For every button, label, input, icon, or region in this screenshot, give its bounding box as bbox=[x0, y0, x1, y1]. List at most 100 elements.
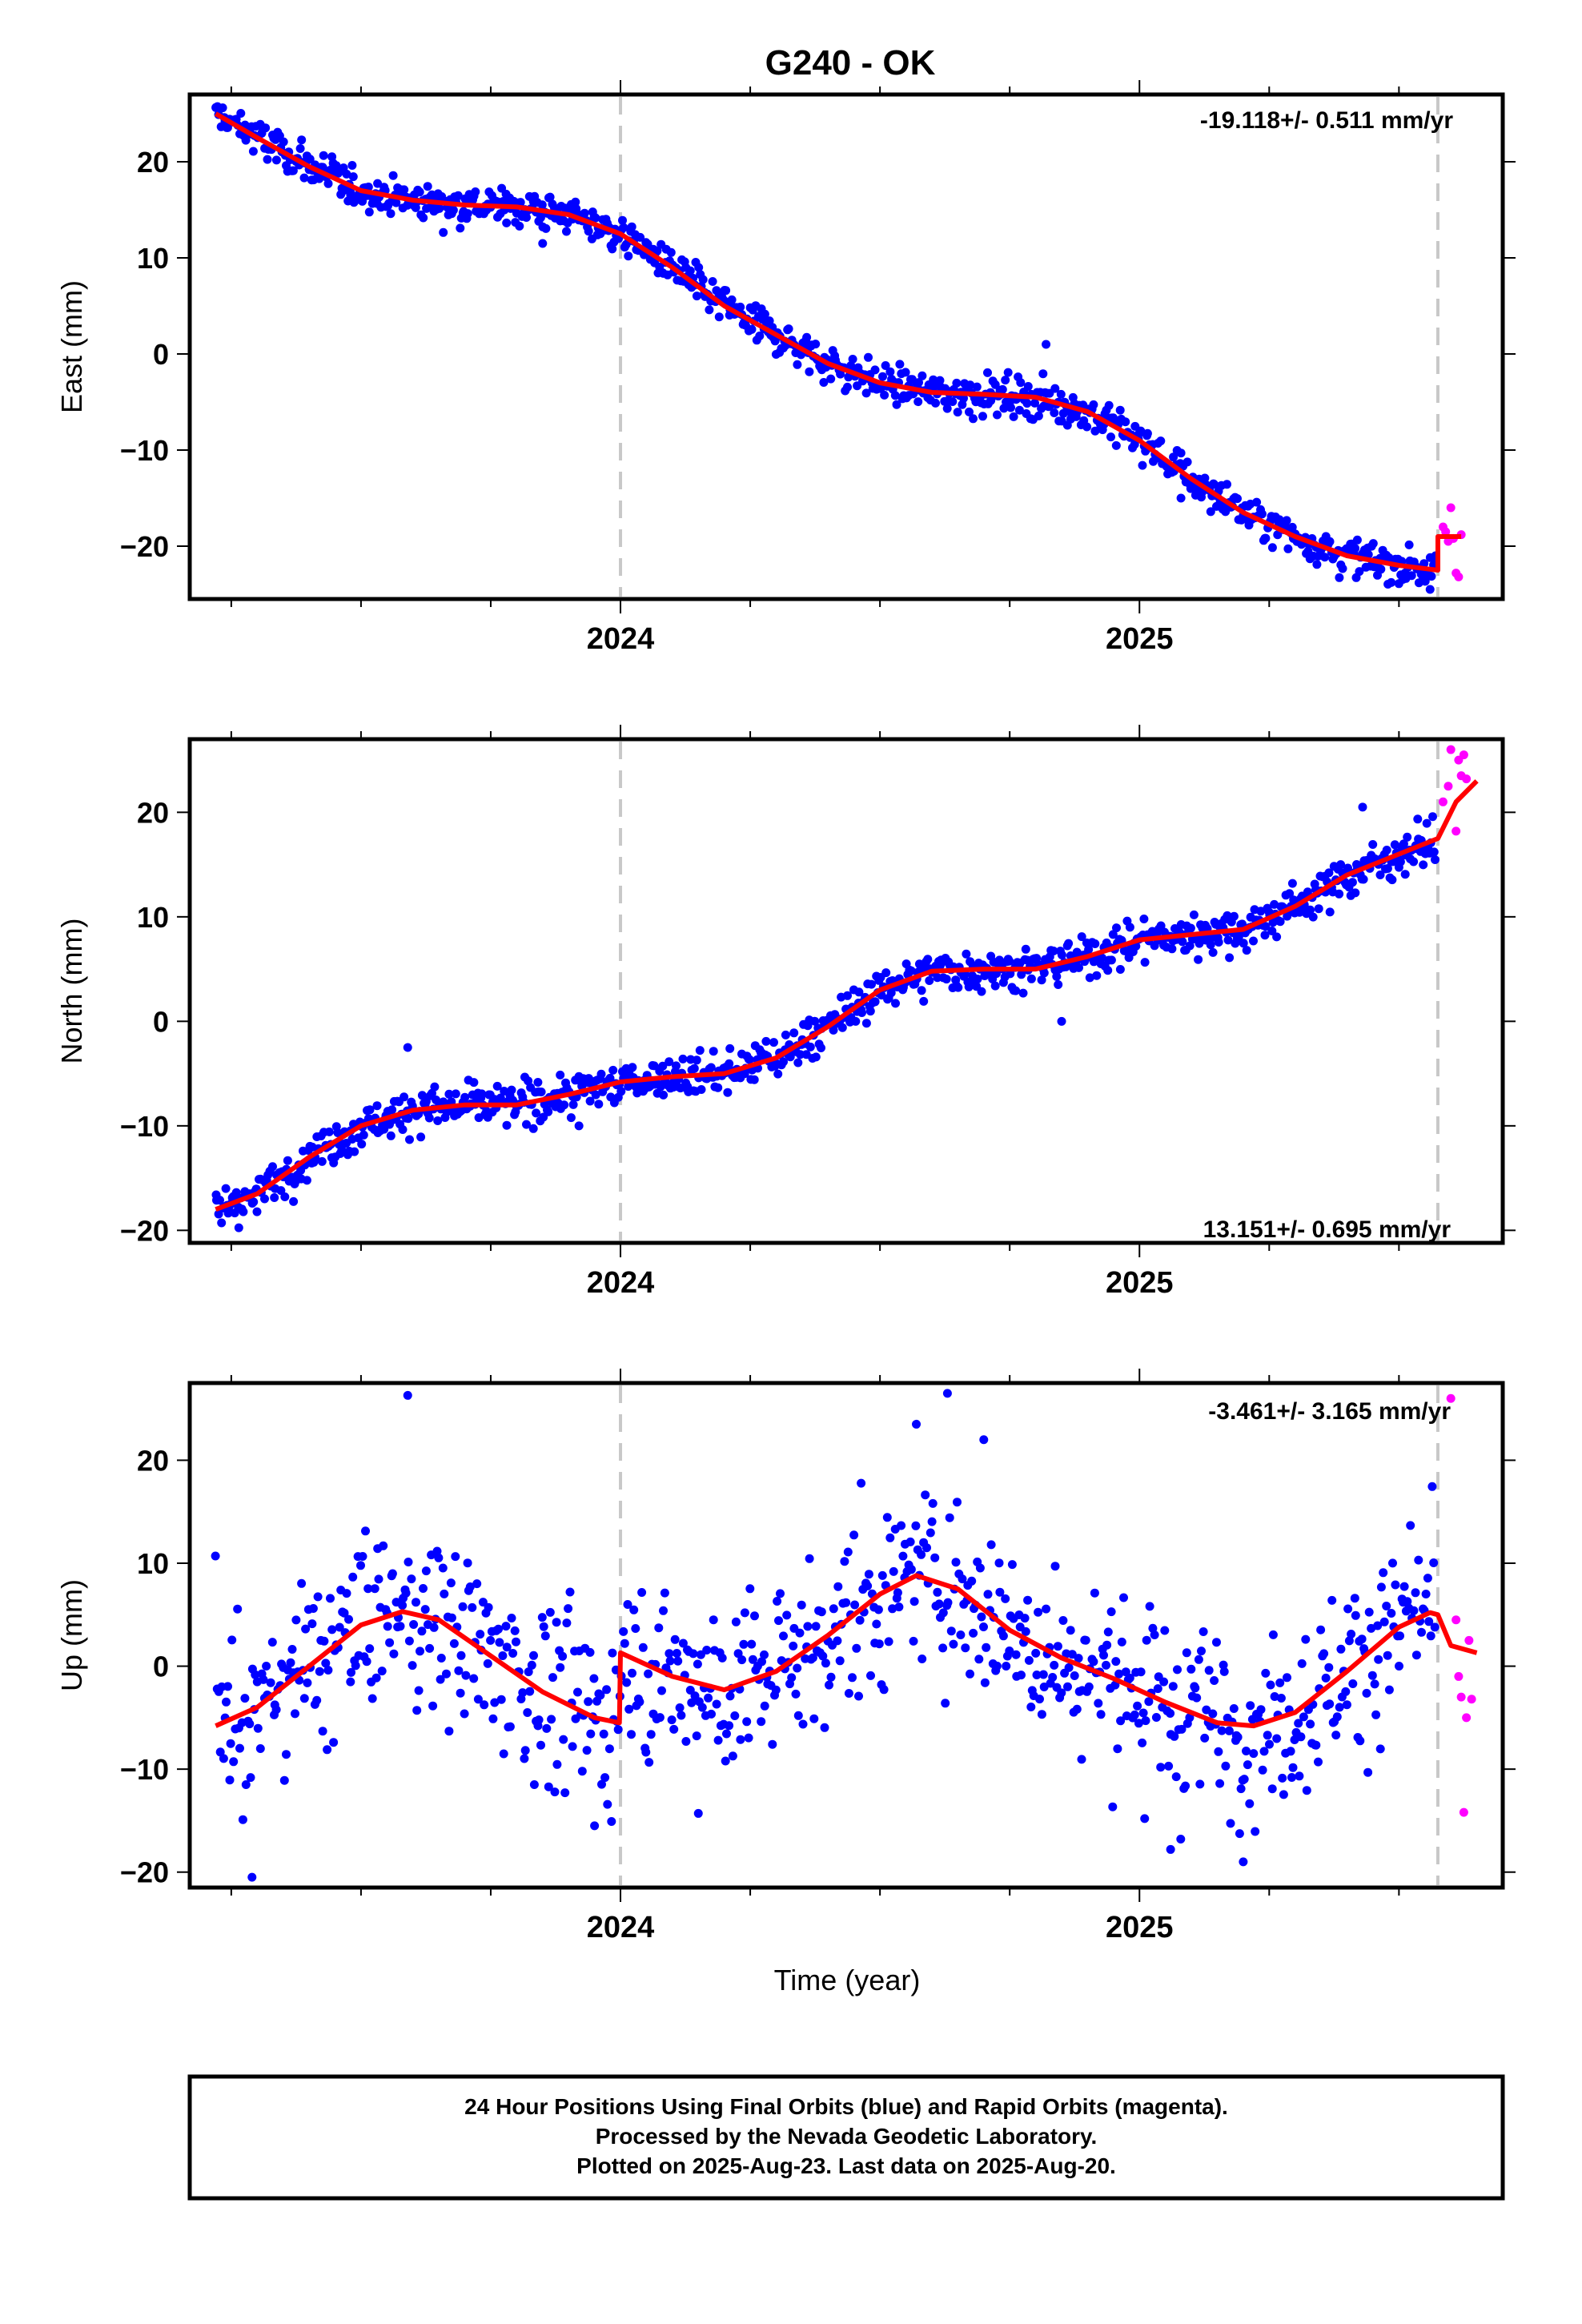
up-final-point bbox=[757, 1717, 766, 1727]
up-final-point bbox=[774, 1616, 783, 1626]
up-x-tick-label: 2025 bbox=[1106, 1911, 1174, 1944]
north-final-point bbox=[1422, 818, 1431, 828]
up-final-point bbox=[417, 1626, 427, 1636]
up-final-point bbox=[782, 1610, 792, 1620]
north-final-point bbox=[524, 1076, 533, 1086]
up-final-point bbox=[833, 1582, 843, 1591]
north-final-point bbox=[1057, 951, 1066, 959]
up-final-point bbox=[496, 1695, 506, 1704]
east-final-point bbox=[1407, 571, 1416, 581]
up-final-point bbox=[742, 1717, 752, 1727]
east-final-point bbox=[305, 155, 315, 164]
up-final-point bbox=[833, 1636, 842, 1646]
up-final-point bbox=[798, 1719, 808, 1729]
east-final-point bbox=[562, 227, 571, 236]
up-final-point bbox=[327, 1625, 337, 1634]
up-final-point bbox=[548, 1673, 557, 1683]
east-final-point bbox=[1355, 567, 1364, 577]
east-rapid-point bbox=[1446, 503, 1456, 513]
up-final-point bbox=[434, 1553, 444, 1562]
up-final-point bbox=[1275, 1678, 1285, 1687]
up-final-point bbox=[655, 1713, 665, 1723]
east-final-point bbox=[1282, 516, 1291, 525]
north-final-point bbox=[678, 1054, 688, 1063]
up-final-point bbox=[1084, 1682, 1094, 1691]
up-final-point bbox=[1170, 1731, 1179, 1741]
east-final-point bbox=[453, 191, 463, 200]
east-final-point bbox=[952, 378, 962, 388]
up-final-point bbox=[1427, 1482, 1437, 1491]
up-panel: 2024 2025 −20 −10 0 10 20 Up (mm) -3.461+/- 3.16… bbox=[55, 1369, 1516, 1944]
up-final-point bbox=[739, 1639, 749, 1649]
north-final-point bbox=[1428, 812, 1437, 822]
up-final-point bbox=[748, 1655, 757, 1664]
up-final-point bbox=[930, 1553, 940, 1562]
north-final-point bbox=[870, 997, 880, 1007]
east-final-point bbox=[299, 173, 309, 183]
up-final-point bbox=[949, 1639, 958, 1649]
panels-group: 2024 2025 −20 −10 0 10 20 East (mm) -19.118+/- 0… bbox=[55, 80, 1516, 1944]
up-final-point bbox=[1429, 1558, 1439, 1567]
up-final-point bbox=[568, 1742, 577, 1751]
east-final-point bbox=[624, 251, 633, 261]
up-final-point bbox=[460, 1709, 469, 1719]
up-final-point bbox=[707, 1709, 716, 1719]
east-final-point bbox=[515, 221, 524, 231]
up-final-point bbox=[1176, 1835, 1186, 1844]
north-final-point bbox=[365, 1105, 375, 1115]
north-final-point bbox=[1178, 937, 1187, 947]
up-final-point bbox=[508, 1649, 518, 1658]
east-final-point bbox=[848, 355, 857, 364]
up-final-point bbox=[866, 1671, 875, 1680]
up-final-point bbox=[1214, 1747, 1223, 1756]
east-final-point bbox=[931, 398, 940, 408]
east-final-point bbox=[1090, 426, 1100, 436]
north-final-point bbox=[1005, 956, 1014, 966]
up-final-point bbox=[367, 1694, 377, 1703]
north-final-point bbox=[350, 1147, 359, 1156]
up-final-point bbox=[374, 1574, 383, 1584]
up-plot-frame bbox=[187, 1381, 1505, 1890]
up-final-point bbox=[536, 1740, 545, 1750]
up-final-point bbox=[461, 1671, 471, 1680]
up-final-point bbox=[969, 1628, 978, 1638]
north-final-point bbox=[857, 1008, 866, 1017]
north-final-point bbox=[1189, 910, 1199, 919]
north-final-point bbox=[416, 1132, 426, 1142]
up-final-point bbox=[597, 1779, 606, 1789]
north-final-point bbox=[252, 1207, 262, 1216]
up-final-point bbox=[308, 1604, 318, 1613]
up-final-point bbox=[1219, 1660, 1228, 1670]
east-model-line bbox=[214, 111, 1462, 573]
east-final-point bbox=[223, 123, 232, 132]
up-final-point bbox=[654, 1623, 664, 1633]
up-final-point bbox=[844, 1689, 853, 1698]
east-final-point bbox=[666, 247, 676, 257]
north-final-point bbox=[851, 1016, 861, 1026]
up-final-point bbox=[442, 1669, 451, 1679]
north-final-point bbox=[1431, 855, 1439, 864]
north-final-point bbox=[217, 1218, 227, 1228]
up-final-point bbox=[420, 1605, 430, 1614]
up-final-point bbox=[463, 1558, 472, 1568]
up-final-point bbox=[885, 1533, 895, 1542]
east-final-point bbox=[1176, 493, 1186, 503]
north-final-point bbox=[1306, 905, 1315, 915]
up-final-point bbox=[717, 1653, 727, 1663]
east-final-point bbox=[271, 155, 281, 165]
up-final-point bbox=[1053, 1642, 1062, 1651]
east-final-point bbox=[1138, 460, 1147, 470]
north-final-point bbox=[405, 1135, 414, 1144]
up-final-point bbox=[1159, 1677, 1169, 1687]
up-final-point bbox=[1245, 1799, 1255, 1808]
up-final-point bbox=[745, 1584, 755, 1594]
north-final-point bbox=[925, 976, 934, 985]
up-final-point bbox=[811, 1622, 821, 1631]
up-final-point bbox=[687, 1698, 697, 1707]
up-final-point bbox=[1243, 1760, 1252, 1770]
up-final-point bbox=[736, 1735, 745, 1744]
up-final-point bbox=[953, 1498, 962, 1507]
north-final-point bbox=[223, 1208, 233, 1218]
up-final-point bbox=[821, 1659, 830, 1668]
north-final-point bbox=[533, 1078, 543, 1087]
